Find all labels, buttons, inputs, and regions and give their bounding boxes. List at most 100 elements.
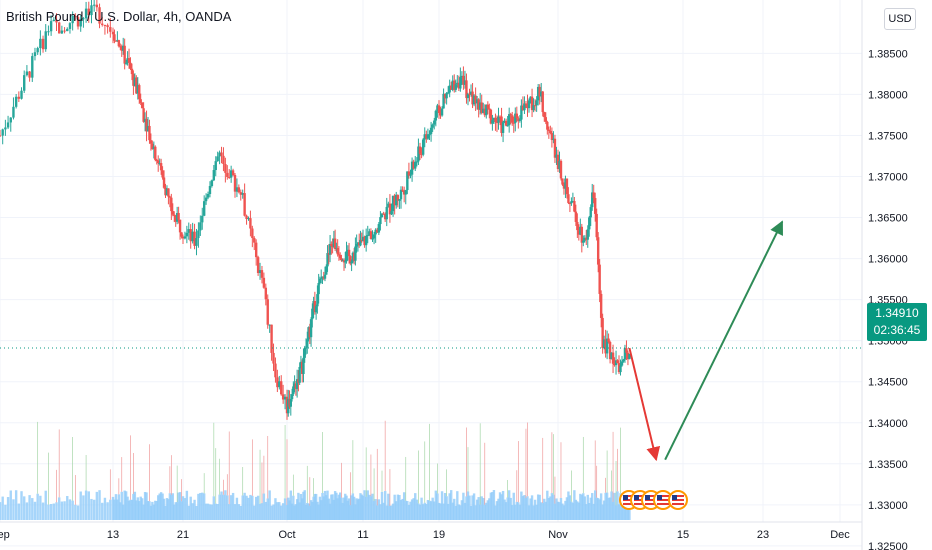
- currency-button[interactable]: USD: [884, 8, 916, 30]
- candle-body: [177, 213, 180, 220]
- event-flag-icon[interactable]: [668, 490, 688, 510]
- forecast-arrows: [628, 220, 784, 462]
- volume-bar: [1, 496, 4, 520]
- candle-body: [431, 124, 434, 128]
- candle-body: [437, 105, 441, 114]
- volume-bar: [130, 499, 134, 520]
- volume-bar: [507, 490, 511, 520]
- candle-body: [241, 193, 244, 195]
- candle-body: [302, 357, 305, 374]
- flag-stripe-white: [657, 501, 669, 503]
- candle-body: [521, 105, 525, 111]
- economic-event-icons[interactable]: [619, 490, 688, 510]
- volume-bar: [157, 495, 160, 520]
- candle-body: [520, 105, 523, 120]
- volume-bar: [415, 499, 419, 520]
- volume-bar: [583, 496, 586, 520]
- candle-body: [330, 243, 333, 247]
- volume-bar: [39, 495, 42, 520]
- candle-body: [82, 18, 85, 20]
- volume-bar: [340, 497, 343, 520]
- candle-body: [514, 113, 517, 124]
- volume-bar: [436, 493, 439, 520]
- candle-body: [146, 125, 150, 132]
- candle-body: [303, 348, 306, 358]
- volume-bar: [129, 499, 132, 520]
- candle-body: [101, 23, 104, 25]
- candle-body: [586, 229, 589, 240]
- volume-bar: [372, 500, 376, 520]
- candle-body: [355, 244, 358, 247]
- volume-bar: [439, 503, 442, 520]
- time-axis[interactable]: Sep 13 21 Oct 11 19 Nov 15 23 Dec: [0, 529, 850, 541]
- volume-bar: [604, 492, 607, 520]
- candle-body: [428, 134, 431, 136]
- candle-body: [595, 213, 598, 238]
- candle-body: [573, 201, 576, 212]
- candle-body: [448, 85, 451, 93]
- volume-bar: [527, 505, 531, 520]
- volume-bar: [442, 503, 445, 520]
- candle-body: [183, 236, 187, 239]
- candle-body: [327, 253, 330, 255]
- volume-bar: [149, 505, 153, 520]
- price-tick-label: 1.38000: [868, 89, 908, 101]
- candle-body: [451, 80, 454, 90]
- price-tick-label: 1.34500: [868, 377, 908, 389]
- volume-bar: [247, 497, 250, 520]
- candle-body: [482, 108, 485, 113]
- candle-body: [446, 92, 450, 94]
- candle-body: [527, 100, 531, 109]
- candle-body: [294, 383, 298, 389]
- volume-bar: [350, 495, 353, 520]
- volume-bar: [116, 499, 119, 520]
- candle-body: [622, 359, 625, 362]
- price-axis[interactable]: 1.325001.330001.335001.340001.345001.350…: [868, 48, 908, 550]
- candle-body: [574, 211, 578, 222]
- candle-body: [420, 153, 423, 155]
- candle-body: [414, 162, 417, 169]
- volume-bar: [302, 491, 305, 520]
- volume-bar: [299, 493, 303, 520]
- candle-body: [383, 214, 387, 220]
- candle-body: [511, 115, 514, 123]
- candle-body: [535, 100, 538, 106]
- volume-bar: [421, 504, 425, 520]
- volume-bar: [610, 491, 613, 520]
- candle-body: [235, 187, 239, 192]
- volume-bar: [167, 499, 170, 520]
- volume-bar: [258, 503, 262, 520]
- volume-bar: [446, 503, 450, 520]
- candle-body: [382, 213, 385, 215]
- candle-body: [258, 270, 262, 274]
- volume-bar: [352, 496, 356, 520]
- volume-bar: [468, 495, 471, 520]
- last-price-label: 1.34910 02:36:45: [867, 303, 927, 341]
- event-flag-icon[interactable]: [653, 490, 673, 510]
- volume-bar: [175, 502, 179, 520]
- flag-stripes: [657, 495, 669, 505]
- volume-bar: [471, 495, 474, 520]
- candle-body: [556, 154, 560, 170]
- volume-histogram: [0, 420, 631, 520]
- candle-body: [178, 219, 182, 233]
- volume-bar: [168, 493, 172, 520]
- candle-body: [483, 108, 486, 116]
- volume-bar: [498, 492, 502, 520]
- candle-body: [518, 119, 522, 121]
- volume-bar: [231, 492, 235, 520]
- volume-bar: [567, 491, 570, 520]
- candle-body: [187, 229, 190, 233]
- volume-bar: [136, 497, 139, 520]
- volume-bar: [181, 496, 185, 520]
- candle-body: [14, 96, 18, 107]
- candle-body: [308, 327, 311, 338]
- volume-bar: [536, 494, 540, 520]
- volume-bar: [251, 495, 254, 520]
- candle-body: [23, 75, 26, 91]
- volume-bar: [341, 502, 344, 520]
- candle-body: [380, 213, 384, 218]
- volume-bar: [409, 501, 412, 520]
- volume-bar: [598, 499, 601, 520]
